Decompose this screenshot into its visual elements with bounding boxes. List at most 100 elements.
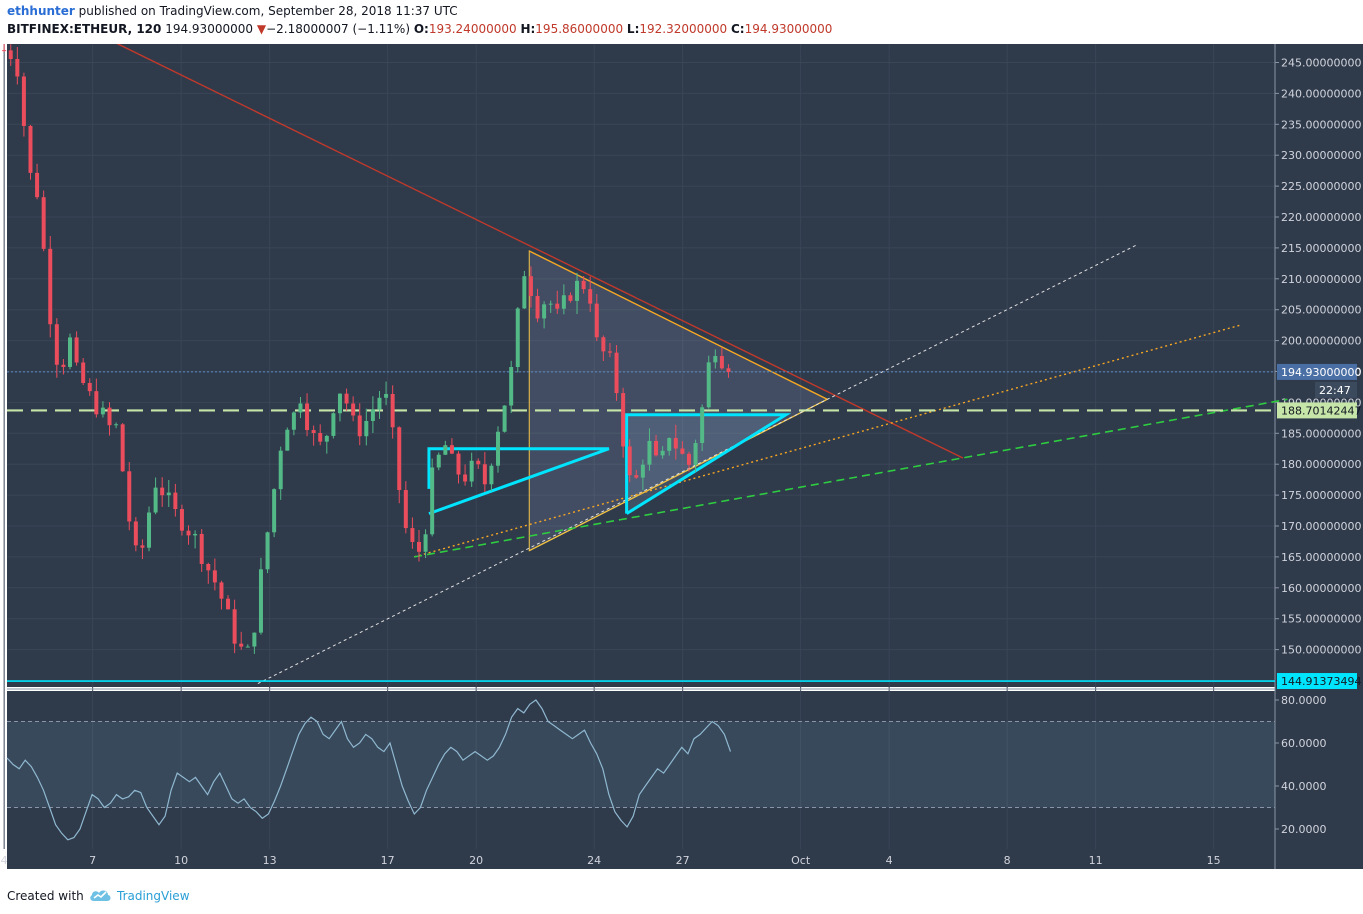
- high-label: H:: [520, 22, 536, 36]
- time-tick-label: Oct: [791, 854, 811, 867]
- candle-down: [594, 303, 599, 338]
- candle-up: [423, 534, 428, 552]
- candle-up: [489, 465, 494, 485]
- candle-down: [614, 352, 619, 394]
- price-pane[interactable]: [7, 44, 1275, 687]
- candle-up: [278, 450, 283, 490]
- bottom-level-badge: [1277, 673, 1357, 690]
- change-text: −2.18000007 (−1.11%): [266, 22, 410, 36]
- rsi-pane[interactable]: [7, 691, 1275, 849]
- candle-down: [726, 368, 731, 372]
- price-tick-label: 200.00000000: [1281, 335, 1361, 348]
- countdown-badge: [1315, 381, 1357, 398]
- candle-down: [318, 432, 323, 442]
- candle-down: [476, 460, 481, 465]
- support-badge-text: 188.70142447: [1281, 404, 1361, 417]
- candle-up: [364, 420, 369, 437]
- downtrend-line[interactable]: [92, 30, 964, 459]
- tradingview-cloud-icon[interactable]: [88, 887, 112, 903]
- publish-text: published on TradingView.com, September …: [74, 4, 458, 18]
- candle-down: [94, 391, 99, 415]
- candle-down: [140, 545, 145, 548]
- candle-up: [647, 440, 652, 465]
- candle-down: [449, 445, 454, 454]
- candle-up: [436, 454, 441, 468]
- down-arrow-icon: ▼: [256, 22, 267, 36]
- candle-down: [226, 598, 231, 610]
- candle-down: [601, 337, 606, 352]
- tradingview-brand[interactable]: TradingView: [117, 889, 190, 903]
- time-tick-label: 10: [174, 854, 188, 867]
- candle-up: [693, 443, 698, 465]
- chart-svg[interactable]: 245.00000000 240.00000000 235.00000000 230.…: [0, 30, 1363, 876]
- candle-up: [193, 533, 198, 536]
- candle-down: [186, 530, 191, 536]
- candle-down: [357, 415, 362, 437]
- candle-up: [496, 431, 501, 466]
- candle-down: [410, 528, 415, 542]
- triangle-lower-line[interactable]: [528, 398, 828, 552]
- candle-down: [74, 337, 79, 363]
- price-tick-label: 175.00000000: [1281, 489, 1361, 502]
- time-tick-label: 8: [1004, 854, 1011, 867]
- rsi-tick-label: 60.0000: [1281, 737, 1327, 750]
- symbol-label[interactable]: BITFINEX:ETHEUR, 120: [7, 22, 162, 36]
- candle-down: [239, 643, 244, 647]
- candle-down: [41, 197, 46, 249]
- candle-down: [127, 471, 132, 522]
- candle-down: [311, 430, 316, 433]
- open-value: 193.24000000: [428, 22, 517, 36]
- candle-down: [463, 474, 468, 482]
- candle-up: [706, 362, 711, 408]
- candle-down: [403, 490, 408, 529]
- bull-flag-2[interactable]: [625, 413, 792, 515]
- candle-down: [107, 407, 112, 426]
- candle-down: [555, 303, 560, 309]
- price-axis-pane[interactable]: [1275, 44, 1363, 869]
- triangle-upper-line[interactable]: [528, 250, 828, 400]
- price-tick-label: 180.00000000: [1281, 458, 1361, 471]
- candle-up: [522, 276, 527, 309]
- time-axis-pane[interactable]: [7, 849, 1275, 869]
- last-price-text: 194.93000000: [165, 22, 253, 36]
- time-tick-label: 24: [587, 854, 601, 867]
- candle-down: [219, 582, 224, 599]
- candle-up: [667, 438, 672, 451]
- candle-down: [568, 295, 573, 301]
- candle-down: [179, 509, 184, 531]
- bull-flag-1[interactable]: [427, 447, 610, 516]
- rsi-band-fill: [7, 721, 1275, 808]
- candle-down: [87, 382, 92, 392]
- open-label: O:: [413, 22, 429, 36]
- candle-up: [265, 532, 270, 570]
- created-with-text: Created with: [7, 889, 84, 903]
- rsi-tick-label: 40.0000: [1281, 780, 1327, 793]
- time-tick-label: 15: [1207, 854, 1221, 867]
- bottom-level-badge-text: 144.91373494: [1281, 675, 1361, 688]
- candle-down: [654, 440, 659, 456]
- candle-down: [607, 351, 612, 353]
- green-dashed-trendline[interactable]: [414, 398, 1288, 558]
- time-tick-label: 13: [263, 854, 277, 867]
- candle-up: [285, 429, 290, 451]
- candle-up: [166, 492, 171, 496]
- publish-info: ethhunter published on TradingView.com, …: [7, 4, 458, 18]
- candle-down: [199, 533, 204, 564]
- candle-up: [469, 460, 474, 482]
- ascending-dotted-line[interactable]: [257, 244, 1138, 685]
- candle-down: [48, 248, 53, 325]
- candle-up: [561, 295, 566, 309]
- high-value: 195.86000000: [535, 22, 624, 36]
- rsi-line[interactable]: [6, 699, 732, 841]
- last-price-badge-text: 194.93000000: [1281, 366, 1361, 379]
- candle-up: [575, 280, 580, 301]
- author-link[interactable]: ethhunter: [7, 4, 75, 18]
- candle-down: [344, 393, 349, 404]
- candle-up: [660, 450, 665, 456]
- price-tick-label: 245.00000000: [1281, 57, 1361, 70]
- chart-area[interactable]: 245.00000000 240.00000000 235.00000000 230.…: [0, 30, 1363, 876]
- candle-down: [54, 324, 59, 365]
- candle-up: [370, 409, 375, 421]
- candle-up: [324, 435, 329, 442]
- candle-down: [173, 492, 178, 510]
